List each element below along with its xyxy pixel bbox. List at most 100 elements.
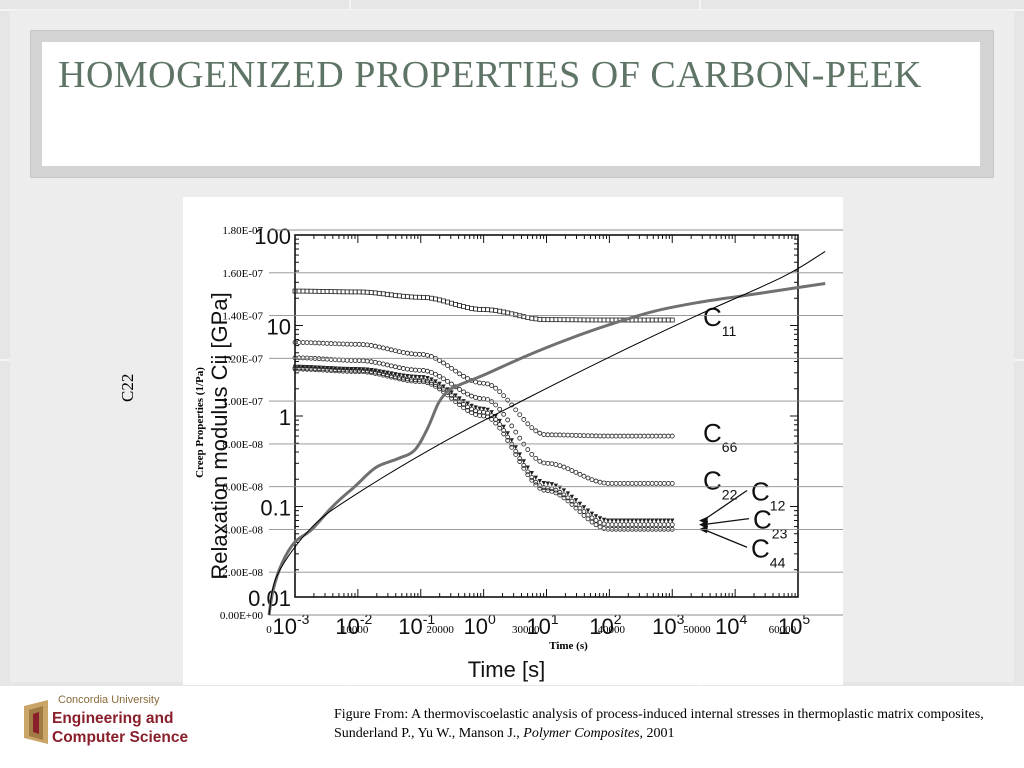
scan-point <box>457 371 462 377</box>
scan-point <box>449 395 454 401</box>
scan-point <box>617 433 623 439</box>
creep-y-tick-label: 1.60E-07 <box>222 268 263 280</box>
scan-point <box>505 431 510 436</box>
scan-x-tick-label: 104 <box>715 611 747 639</box>
scan-point <box>593 433 599 439</box>
scan-point <box>593 478 599 484</box>
scan-point <box>601 317 607 323</box>
scan-point <box>404 294 410 300</box>
scan-point <box>433 379 438 384</box>
scan-point <box>565 491 571 496</box>
scan-point <box>320 340 326 346</box>
scan-point <box>457 402 462 408</box>
side-label-text: C22 <box>118 373 137 402</box>
scan-point <box>340 289 346 295</box>
scan-x-tick-label: 103 <box>652 611 684 639</box>
scan-point <box>412 294 418 300</box>
scan-point <box>312 288 318 294</box>
creep-x-tick-label: 30000 <box>512 624 540 636</box>
scan-point <box>473 405 478 410</box>
scan-point <box>597 520 603 525</box>
scan-point <box>433 296 438 302</box>
scan-point <box>453 368 458 374</box>
scan-point <box>625 433 631 439</box>
scan-point <box>437 373 442 379</box>
scan-point <box>365 367 370 372</box>
scan-point <box>537 458 543 464</box>
scan-point <box>617 518 623 523</box>
scan-point <box>541 481 547 486</box>
scan-point <box>621 518 627 523</box>
scan-point <box>553 462 559 467</box>
scan-series-label: C11 <box>703 302 737 339</box>
scan-point <box>469 410 474 416</box>
scan-point <box>497 389 503 395</box>
creep-y-tick-label: 1.80E-07 <box>222 225 263 237</box>
scan-point <box>653 480 659 486</box>
scan-point <box>533 428 539 434</box>
scan-point <box>332 341 338 347</box>
scan-point <box>360 342 366 347</box>
scan-point <box>316 288 322 294</box>
scan-point <box>621 433 627 439</box>
scan-point <box>501 431 507 437</box>
scan-point <box>425 375 430 381</box>
scan-point <box>569 468 575 473</box>
scan-point <box>641 480 647 486</box>
scan-series-c23 <box>292 365 675 528</box>
scan-point <box>573 469 579 475</box>
scan-point <box>661 433 667 439</box>
scan-series-c22 <box>292 355 675 486</box>
scan-point <box>489 307 495 313</box>
scan-point <box>573 317 579 323</box>
scan-point <box>661 480 667 486</box>
scan-point <box>669 522 675 528</box>
scan-point <box>352 289 358 295</box>
scan-point <box>605 522 611 528</box>
scan-point <box>505 417 511 423</box>
caption-prefix: Figure From: A thermoviscoelastic analys… <box>334 707 984 741</box>
scan-point <box>477 406 482 411</box>
scan-point <box>425 295 430 301</box>
scan-point <box>669 433 675 439</box>
scan-point <box>352 358 358 363</box>
scan-point <box>653 518 659 523</box>
scan-series-c44 <box>292 366 675 532</box>
scan-point <box>513 407 519 413</box>
scan-point <box>601 480 607 486</box>
creep-y-tick-label: 8.00E-08 <box>222 439 263 451</box>
scan-point <box>525 465 530 470</box>
scan-point <box>501 428 507 433</box>
scan-point <box>649 480 655 486</box>
scan-point <box>549 482 555 487</box>
scan-x-tick-label: 10-2 <box>335 611 372 639</box>
scan-point <box>481 307 487 312</box>
scan-point <box>525 421 531 427</box>
chart-panel: 0.01 0.1 1 10 100 10-3 10-2 10-1 100 101 102 103 104… <box>183 197 882 685</box>
slide-title: Homogenized properties of carbon-PEEK <box>58 54 922 96</box>
scan-point <box>521 465 527 471</box>
creep-series-line <box>267 282 826 616</box>
scan-point <box>585 475 591 481</box>
scan-point <box>593 522 599 528</box>
scan-point <box>549 432 555 438</box>
scan-arrow <box>702 489 748 522</box>
scan-point <box>665 522 671 528</box>
scan-point <box>412 351 418 357</box>
scan-point <box>441 360 446 366</box>
scan-point <box>577 317 583 323</box>
scan-point <box>505 434 511 440</box>
scan-point <box>597 516 603 521</box>
scan-point <box>396 349 402 355</box>
scan-point <box>360 289 366 295</box>
creep-y-tick-label: 1.40E-07 <box>222 311 263 323</box>
scan-point <box>541 432 547 437</box>
creep-x-tick-label: 40000 <box>598 624 626 636</box>
scan-point <box>469 403 474 408</box>
scan-point <box>621 522 627 528</box>
scan-point <box>545 317 551 323</box>
scan-point <box>585 317 591 323</box>
scan-point <box>525 469 531 475</box>
scan-point <box>593 514 599 519</box>
scan-point <box>661 317 667 323</box>
